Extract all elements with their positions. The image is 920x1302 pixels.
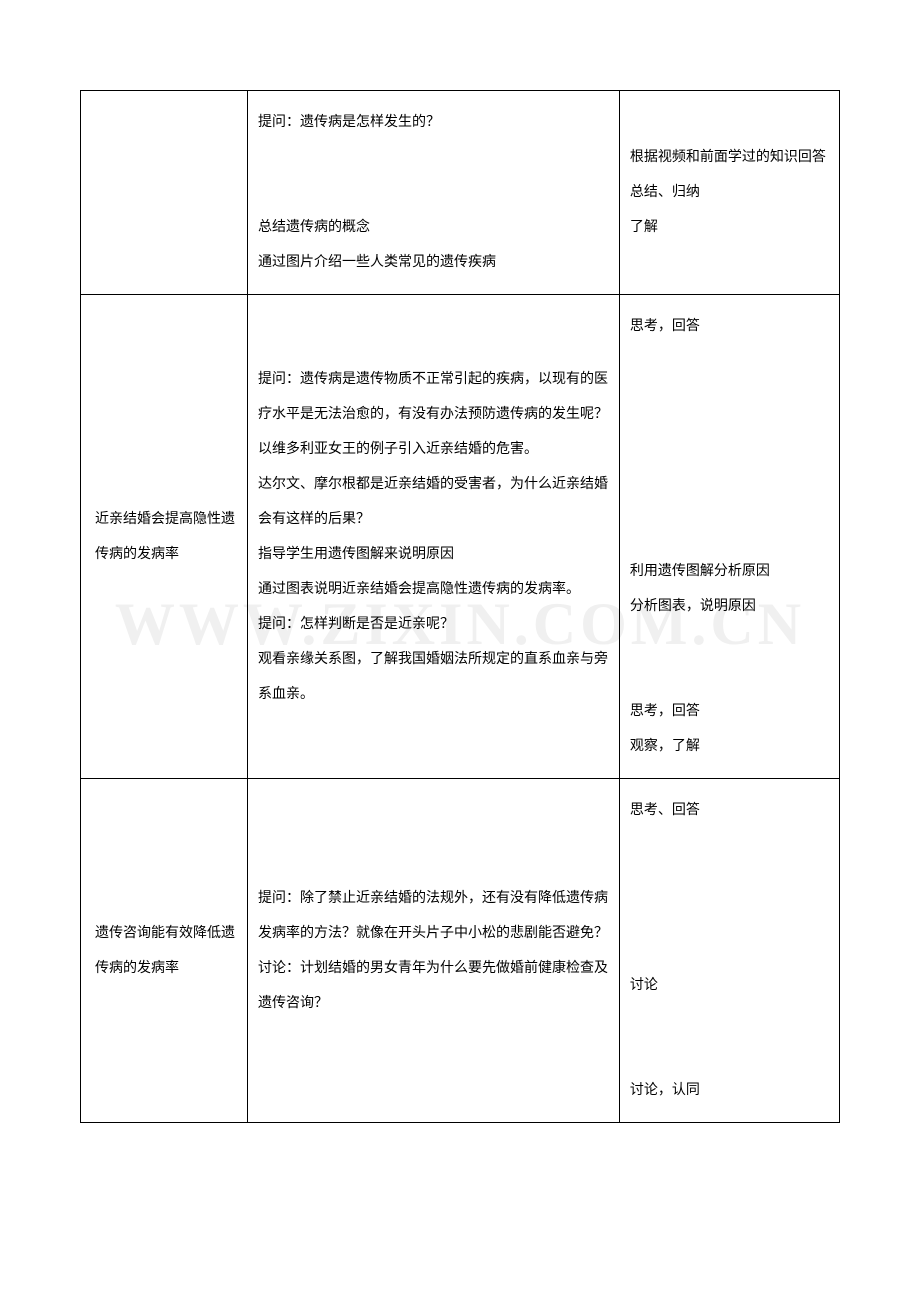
content-table: 提问：遗传病是怎样发生的？总结遗传病的概念通过图片介绍一些人类常见的遗传疾病 根… [80, 90, 840, 1123]
table-row: 遗传咨询能有效降低遗传病的发病率 提问：除了禁止近亲结婚的法规外，还有没有降低遗… [81, 779, 840, 1123]
cell-student: 思考、回答讨论讨论，认同 [619, 779, 839, 1123]
cell-teacher: 提问：遗传病是怎样发生的？总结遗传病的概念通过图片介绍一些人类常见的遗传疾病 [247, 91, 619, 295]
cell-student: 根据视频和前面学过的知识回答总结、归纳了解 [619, 91, 839, 295]
cell-topic: 遗传咨询能有效降低遗传病的发病率 [81, 779, 248, 1123]
cell-teacher: 提问：除了禁止近亲结婚的法规外，还有没有降低遗传病发病率的方法？就像在开头片子中… [247, 779, 619, 1123]
table-row: 提问：遗传病是怎样发生的？总结遗传病的概念通过图片介绍一些人类常见的遗传疾病 根… [81, 91, 840, 295]
cell-topic [81, 91, 248, 295]
table-row: 近亲结婚会提高隐性遗传病的发病率 提问：遗传病是遗传物质不正常引起的疾病，以现有… [81, 295, 840, 779]
cell-topic: 近亲结婚会提高隐性遗传病的发病率 [81, 295, 248, 779]
cell-teacher: 提问：遗传病是遗传物质不正常引起的疾病，以现有的医疗水平是无法治愈的，有没有办法… [247, 295, 619, 779]
cell-student: 思考，回答利用遗传图解分析原因分析图表，说明原因思考，回答观察，了解 [619, 295, 839, 779]
